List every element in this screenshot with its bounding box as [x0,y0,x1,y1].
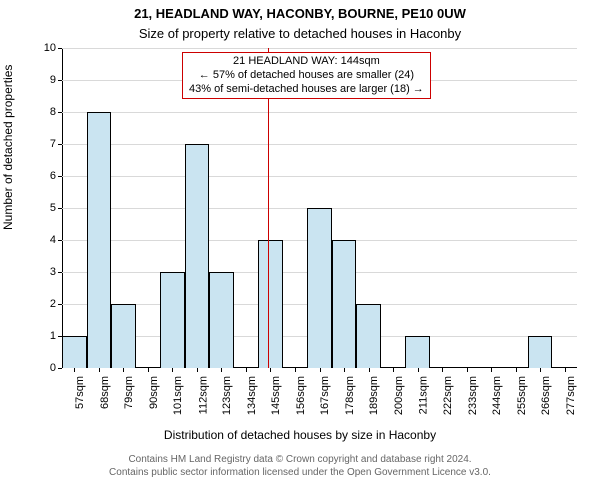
histogram-bar [185,144,210,368]
x-tick-label: 189sqm [369,376,381,415]
y-tick-label: 2 [50,298,56,310]
y-tick-label: 0 [50,362,56,374]
y-tick-label: 7 [50,138,56,150]
x-tick-label: 90sqm [148,376,160,409]
x-tick-label: 222sqm [442,376,454,415]
histogram-bar [528,336,553,368]
annotation-line2: ← 57% of detached houses are smaller (24… [199,69,414,81]
x-tick-label: 233sqm [467,376,479,415]
annotation-line1: 21 HEADLAND WAY: 144sqm [233,55,380,67]
histogram-bar [160,272,185,368]
x-tick-label: 145sqm [270,376,282,415]
x-tick-label: 178sqm [344,376,356,415]
y-tick-label: 9 [50,74,56,86]
x-tick-label: 79sqm [123,376,135,409]
plot-area: 57sqm68sqm79sqm90sqm101sqm112sqm123sqm13… [62,48,577,368]
y-tick-label: 3 [50,266,56,278]
y-tick-label: 4 [50,234,56,246]
histogram-bar [332,240,357,368]
chart-title-address: 21, HEADLAND WAY, HACONBY, BOURNE, PE10 … [0,6,600,21]
x-tick-label: 266sqm [540,376,552,415]
y-tick-label: 10 [44,42,56,54]
y-tick-label: 1 [50,330,56,342]
x-tick-label: 101sqm [172,376,184,415]
x-tick-label: 211sqm [418,376,430,414]
histogram-bar [209,272,234,368]
y-axis-label: Number of detached properties [1,65,15,230]
histogram-bar [111,304,136,368]
x-tick-label: 167sqm [320,376,332,415]
x-tick-label: 123sqm [221,376,233,415]
histogram-bar [87,112,112,368]
annotation-line3: 43% of semi-detached houses are larger (… [189,83,424,95]
histogram-bar [356,304,381,368]
footer-line2: Contains public sector information licen… [109,467,491,478]
chart-title-desc: Size of property relative to detached ho… [0,26,600,41]
y-tick-label: 5 [50,202,56,214]
x-tick-label: 200sqm [393,376,405,415]
x-tick-label: 68sqm [99,376,111,409]
histogram-bar [258,240,283,368]
histogram-bar [62,336,87,368]
histogram-bar [405,336,430,368]
x-axis-label: Distribution of detached houses by size … [0,428,600,442]
x-tick-label: 112sqm [197,376,209,414]
annotation-box: 21 HEADLAND WAY: 144sqm ← 57% of detached… [182,52,431,99]
x-tick-label: 244sqm [491,376,503,415]
footer-line1: Contains HM Land Registry data © Crown c… [128,454,471,465]
y-tick-label: 6 [50,170,56,182]
x-tick-label: 156sqm [295,376,307,415]
y-tick-label: 8 [50,106,56,118]
x-tick-label: 255sqm [516,376,528,415]
x-tick-label: 134sqm [246,376,258,415]
x-tick-label: 57sqm [74,376,86,409]
histogram-bar [307,208,332,368]
x-tick-label: 277sqm [565,376,577,415]
footer-text: Contains HM Land Registry data © Crown c… [0,453,600,479]
